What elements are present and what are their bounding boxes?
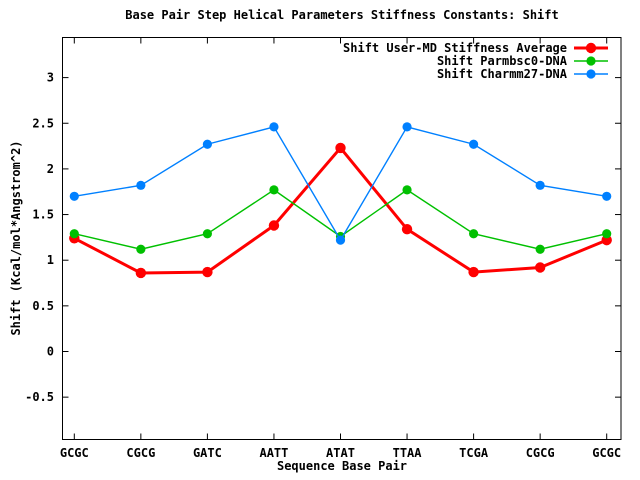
data-point-series-1 — [401, 223, 413, 235]
legend-label-series-1: Shift User-MD Stiffness Average — [343, 41, 567, 55]
data-point-series-3 — [69, 191, 79, 201]
legend-label-series-3: Shift Charmm27-DNA — [437, 67, 568, 81]
x-tick-label: GCGC — [592, 446, 621, 460]
data-point-series-1 — [468, 266, 479, 278]
data-point-series-2 — [402, 185, 412, 195]
legend-label-series-2: Shift Parmbsc0-DNA — [437, 54, 568, 68]
data-point-series-2 — [602, 229, 612, 239]
data-point-series-3 — [602, 191, 612, 201]
data-point-series-3 — [335, 235, 346, 245]
y-tick-label: 3 — [47, 71, 54, 85]
y-tick-label: 1 — [47, 253, 54, 267]
plot-border — [62, 37, 622, 440]
y-tick-label: 1.5 — [32, 208, 54, 222]
x-tick-label: ATAT — [326, 446, 355, 460]
data-point-series-1 — [335, 142, 346, 154]
data-point-series-3 — [202, 139, 212, 149]
x-tick-label: GCGC — [60, 446, 89, 460]
data-point-series-2 — [69, 229, 79, 239]
x-tick-label: TCGA — [459, 446, 489, 460]
x-tick-label: TTAA — [393, 446, 423, 460]
data-point-series-3 — [269, 122, 279, 132]
y-tick-label: -0.5 — [25, 390, 54, 404]
y-tick-label: 2.5 — [32, 116, 54, 130]
x-tick-label: AATT — [259, 446, 288, 460]
x-axis-label: Sequence Base Pair — [276, 459, 408, 473]
data-point-series-2 — [269, 185, 279, 195]
data-point-series-3 — [136, 180, 146, 190]
data-point-series-1 — [202, 266, 213, 278]
legend-point-series-3 — [586, 69, 596, 79]
x-tick-label: CGCG — [126, 446, 155, 460]
x-tick-label: GATC — [193, 446, 222, 460]
y-tick-label: 0 — [47, 345, 54, 359]
data-point-series-2 — [469, 229, 479, 239]
data-point-series-3 — [402, 122, 412, 132]
data-point-series-2 — [202, 229, 212, 239]
legend-point-series-2 — [586, 56, 596, 66]
data-point-series-1 — [534, 262, 546, 273]
legend-point-series-1 — [585, 42, 597, 54]
data-point-series-1 — [135, 267, 147, 279]
chart-title: Base Pair Step Helical Parameters Stiffn… — [125, 8, 559, 22]
data-point-series-3 — [535, 180, 545, 190]
y-tick-label: 0.5 — [32, 299, 54, 313]
y-tick-label: 2 — [47, 162, 54, 176]
x-tick-label: CGCG — [526, 446, 555, 460]
data-point-series-2 — [136, 244, 146, 254]
data-point-series-2 — [535, 244, 545, 254]
series-line-1 — [73, 145, 608, 275]
data-point-series-3 — [469, 139, 479, 149]
data-point-series-1 — [268, 220, 280, 231]
